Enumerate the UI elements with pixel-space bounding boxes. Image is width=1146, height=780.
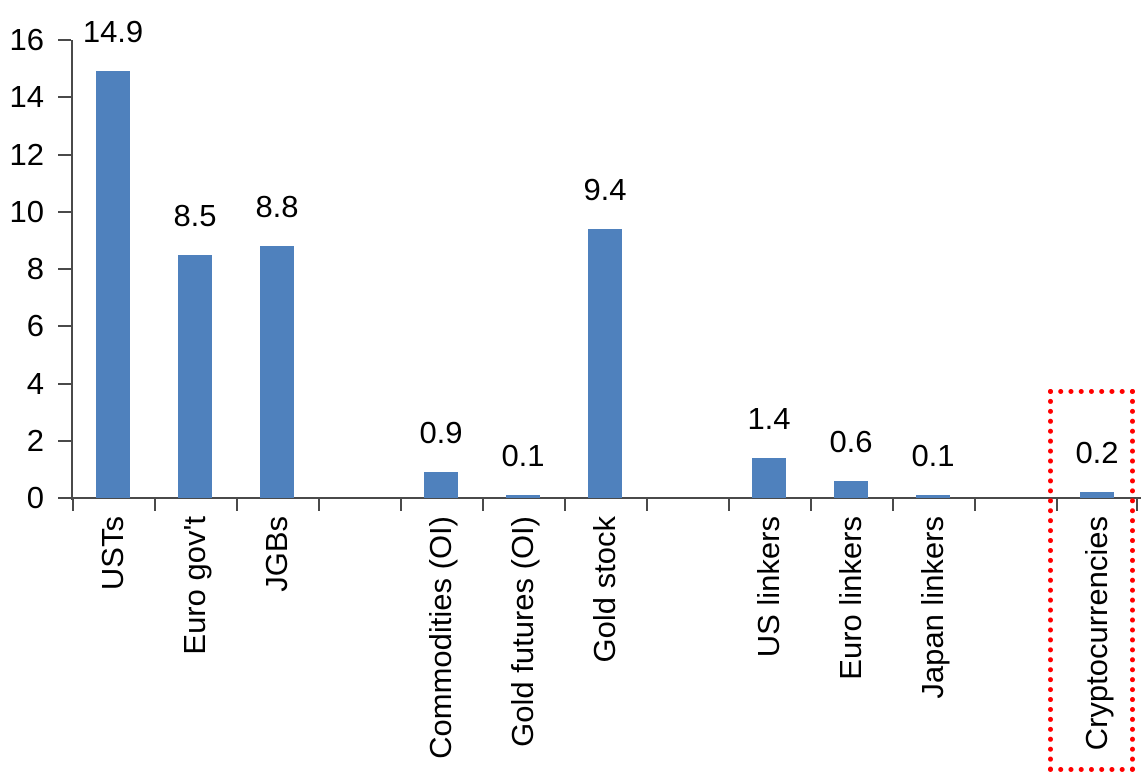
y-axis-tick-label: 0 bbox=[26, 480, 44, 515]
y-axis-tick-label: 2 bbox=[26, 423, 44, 458]
x-axis-tick bbox=[1056, 498, 1058, 511]
category-label-gold-futures-oi: Gold futures (OI) bbox=[505, 516, 540, 747]
x-axis-tick bbox=[400, 498, 402, 511]
x-axis-tick bbox=[728, 498, 730, 511]
bar-japan-linkers bbox=[916, 495, 950, 498]
category-label-usts: USTs bbox=[95, 516, 130, 591]
x-axis-tick bbox=[1136, 498, 1138, 511]
bar-euro-linkers bbox=[834, 481, 868, 498]
y-axis-tick bbox=[58, 154, 71, 156]
x-axis-tick bbox=[974, 498, 976, 511]
x-axis-tick bbox=[646, 498, 648, 511]
y-axis-tick bbox=[58, 325, 71, 327]
bar-jgbs bbox=[260, 246, 294, 498]
y-axis-tick bbox=[58, 211, 71, 213]
category-label-japan-linkers: Japan linkers bbox=[915, 516, 950, 699]
y-axis-tick-label: 4 bbox=[26, 366, 44, 401]
x-axis-tick bbox=[482, 498, 484, 511]
bar-value-label-cryptocurrencies: 0.2 bbox=[1075, 435, 1119, 470]
bar-value-label-japan-linkers: 0.1 bbox=[911, 438, 955, 473]
bar-value-label-us-linkers: 1.4 bbox=[747, 401, 791, 436]
x-axis-tick bbox=[236, 498, 238, 511]
y-axis-tick-label: 12 bbox=[9, 137, 44, 172]
y-axis-line bbox=[71, 40, 73, 500]
bar-value-label-gold-futures-oi: 0.1 bbox=[501, 438, 545, 473]
y-axis-tick bbox=[58, 39, 71, 41]
bar-us-linkers bbox=[752, 458, 786, 498]
y-axis-tick bbox=[58, 440, 71, 442]
y-axis-tick bbox=[58, 96, 71, 98]
x-axis-tick bbox=[154, 498, 156, 511]
y-axis-tick-label: 14 bbox=[9, 79, 44, 114]
x-axis-line bbox=[71, 497, 1141, 499]
bar-usts bbox=[96, 71, 130, 498]
y-axis-tick bbox=[58, 268, 71, 270]
y-axis-tick bbox=[58, 383, 71, 385]
bar-euro-gov-t bbox=[178, 255, 212, 498]
bar-value-label-euro-linkers: 0.6 bbox=[829, 424, 873, 459]
y-axis-tick-label: 6 bbox=[26, 308, 44, 343]
category-label-us-linkers: US linkers bbox=[751, 516, 786, 658]
y-axis-tick-label: 8 bbox=[26, 251, 44, 286]
bar-value-label-jgbs: 8.8 bbox=[255, 189, 299, 224]
x-axis-tick bbox=[810, 498, 812, 511]
x-axis-tick bbox=[72, 498, 74, 511]
bar-value-label-commodities-oi: 0.9 bbox=[419, 415, 463, 450]
bar-commodities-oi bbox=[424, 472, 458, 498]
x-axis-tick bbox=[892, 498, 894, 511]
y-axis-tick bbox=[58, 497, 71, 499]
x-axis-tick bbox=[318, 498, 320, 511]
category-label-euro-gov-t: Euro gov't bbox=[177, 516, 212, 655]
bar-cryptocurrencies bbox=[1080, 492, 1114, 498]
category-label-commodities-oi: Commodities (OI) bbox=[423, 516, 458, 759]
bar-value-label-euro-gov-t: 8.5 bbox=[173, 198, 217, 233]
highlight-box bbox=[1048, 389, 1135, 772]
bar-value-label-gold-stock: 9.4 bbox=[583, 172, 627, 207]
bar-gold-futures-oi bbox=[506, 495, 540, 498]
category-label-euro-linkers: Euro linkers bbox=[833, 516, 868, 680]
bar-value-label-usts: 14.9 bbox=[82, 14, 144, 49]
x-axis-tick bbox=[564, 498, 566, 511]
category-label-gold-stock: Gold stock bbox=[587, 516, 622, 663]
bar-gold-stock bbox=[588, 229, 622, 498]
y-axis-tick-label: 16 bbox=[9, 22, 44, 57]
y-axis-tick-label: 10 bbox=[9, 194, 44, 229]
category-label-jgbs: JGBs bbox=[259, 516, 294, 592]
